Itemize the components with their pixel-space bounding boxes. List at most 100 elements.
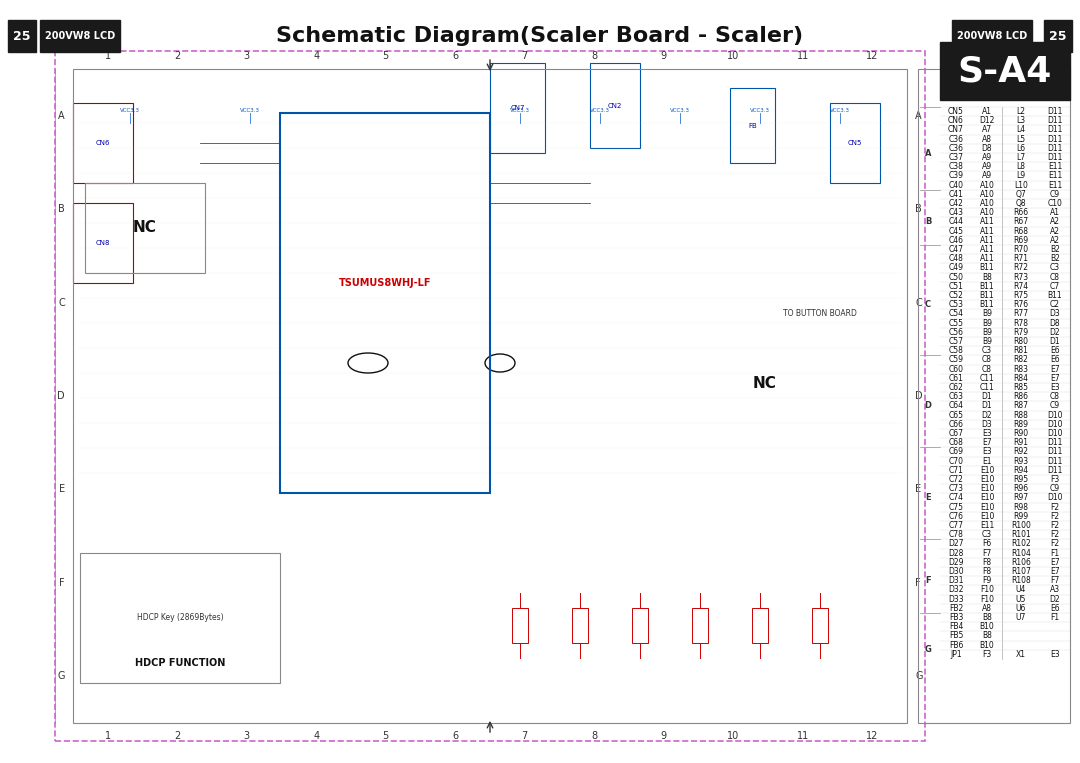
Text: G: G [915, 671, 922, 681]
Text: R92: R92 [1013, 448, 1028, 456]
Text: C9: C9 [1050, 485, 1061, 494]
Bar [590, 63, 640, 148]
Text: L10: L10 [1014, 181, 1028, 190]
Text: D10: D10 [1048, 420, 1063, 429]
Text: F7: F7 [983, 549, 991, 558]
Text: VCC3.3: VCC3.3 [240, 108, 260, 113]
Text: C47: C47 [948, 245, 963, 254]
Text: R86: R86 [1013, 392, 1028, 401]
Bar [73, 203, 133, 283]
Text: R100: R100 [1011, 521, 1031, 530]
Text: G: G [924, 645, 931, 655]
Text: E10: E10 [980, 503, 995, 512]
Text: D29: D29 [948, 558, 963, 567]
Bar [951, 20, 1032, 52]
Text: D31: D31 [948, 576, 963, 585]
Text: A10: A10 [980, 181, 995, 190]
Text: C8: C8 [982, 365, 993, 374]
Text: A9: A9 [982, 163, 993, 172]
Text: A2: A2 [1050, 227, 1059, 236]
Text: R84: R84 [1013, 374, 1028, 383]
Text: 25: 25 [13, 30, 30, 43]
Text: 12: 12 [866, 51, 878, 61]
Text: D11: D11 [1048, 153, 1063, 162]
Text: VCC3.3: VCC3.3 [670, 108, 690, 113]
Text: A: A [924, 149, 931, 157]
Text: D27: D27 [948, 539, 963, 549]
Text: F1: F1 [1051, 549, 1059, 558]
Text: C36: C36 [948, 144, 963, 153]
Text: C53: C53 [948, 301, 963, 309]
Text: B11: B11 [980, 291, 995, 300]
Text: VCC3.3: VCC3.3 [750, 108, 770, 113]
Text: B8: B8 [982, 272, 991, 282]
Text: E10: E10 [980, 466, 995, 475]
Text: C46: C46 [948, 236, 963, 245]
Text: D11: D11 [1048, 125, 1063, 134]
Text: E10: E10 [980, 494, 995, 503]
Bar [1044, 20, 1072, 52]
Bar [8, 20, 36, 52]
Text: C64: C64 [948, 401, 963, 410]
Text: 5: 5 [382, 731, 389, 741]
Text: C71: C71 [948, 466, 963, 475]
Text: R101: R101 [1011, 530, 1031, 539]
Text: L4: L4 [1016, 125, 1026, 134]
Text: D: D [915, 391, 922, 401]
Text: E6: E6 [1050, 356, 1059, 365]
Text: CN8: CN8 [96, 240, 110, 246]
Text: B9: B9 [982, 337, 993, 346]
Text: TO BUTTON BOARD: TO BUTTON BOARD [783, 308, 856, 317]
Text: R104: R104 [1011, 549, 1031, 558]
Text: CN6: CN6 [96, 140, 110, 146]
Text: A2: A2 [1050, 236, 1059, 245]
Text: E: E [926, 494, 931, 503]
Text: 9: 9 [661, 731, 666, 741]
Text: R74: R74 [1013, 282, 1028, 291]
Text: 4: 4 [313, 51, 320, 61]
Text: C56: C56 [948, 328, 963, 337]
Text: L9: L9 [1016, 172, 1026, 181]
Text: F: F [915, 578, 920, 588]
Text: E1: E1 [982, 457, 991, 465]
Text: 2: 2 [174, 51, 180, 61]
Text: A10: A10 [980, 208, 995, 217]
Text: R85: R85 [1013, 383, 1028, 392]
Text: A8: A8 [982, 604, 993, 613]
Text: S-A4: S-A4 [958, 54, 1052, 88]
Text: F3: F3 [1051, 475, 1059, 484]
Text: C3: C3 [982, 530, 993, 539]
Text: D2: D2 [1050, 328, 1061, 337]
Text: E6: E6 [1050, 346, 1059, 356]
Text: C36: C36 [948, 135, 963, 143]
Text: 10: 10 [727, 51, 740, 61]
Text: C59: C59 [948, 356, 963, 365]
Text: C43: C43 [948, 208, 963, 217]
Text: C44: C44 [948, 217, 963, 227]
Bar [55, 51, 924, 741]
Text: E10: E10 [980, 512, 995, 521]
Text: D12: D12 [980, 116, 995, 125]
Text: A11: A11 [980, 227, 995, 236]
Text: VCC3.3: VCC3.3 [590, 108, 610, 113]
Text: D11: D11 [1048, 457, 1063, 465]
Text: F6: F6 [983, 539, 991, 549]
Text: B11: B11 [980, 282, 995, 291]
Text: D2: D2 [1050, 594, 1061, 604]
Bar [730, 88, 775, 163]
Text: C66: C66 [948, 420, 963, 429]
Text: D11: D11 [1048, 107, 1063, 116]
Text: R98: R98 [1013, 503, 1028, 512]
Text: D1: D1 [1050, 337, 1061, 346]
Text: C54: C54 [948, 310, 963, 318]
Bar [80, 553, 280, 683]
Bar [512, 608, 528, 643]
Text: CN7: CN7 [948, 125, 964, 134]
Text: FB3: FB3 [949, 613, 963, 622]
Bar [40, 20, 120, 52]
Text: R69: R69 [1013, 236, 1028, 245]
Text: C: C [58, 298, 65, 307]
Text: CN6: CN6 [948, 116, 964, 125]
Text: C73: C73 [948, 485, 963, 494]
Text: FB: FB [748, 123, 757, 128]
